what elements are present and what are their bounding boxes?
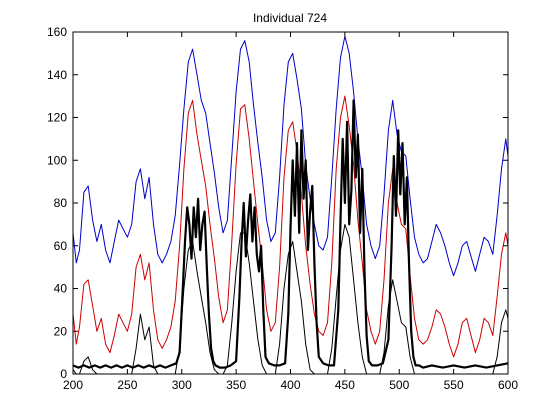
y-tick-label-6: 120 [47,111,67,125]
x-tick-label-0: 200 [63,378,83,392]
x-tick-label-8: 600 [498,378,518,392]
x-tick-label-6: 500 [389,378,409,392]
y-tick-label-1: 20 [54,324,68,338]
series-line-1 [72,35,509,277]
y-tick-label-5: 100 [47,153,67,167]
y-tick-label-2: 40 [54,282,68,296]
x-tick-label-1: 250 [117,378,137,392]
series-line-4 [72,99,509,369]
x-tick-label-5: 450 [335,378,355,392]
y-axis: 0 20 40 60 80 100 120 140 160 [47,25,508,381]
y-tick-label-7: 140 [47,68,67,82]
y-tick-label-3: 60 [54,239,68,253]
y-tick-label-4: 80 [54,196,68,210]
y-tick-label-0: 0 [60,367,67,381]
x-tick-label-3: 350 [226,378,246,392]
x-tick-label-2: 300 [172,378,192,392]
x-tick-label-4: 400 [280,378,300,392]
series-line-2 [72,95,509,358]
x-axis: 200 250 300 350 400 450 500 550 600 [63,32,518,392]
chart-title: Individual 724 [253,11,327,25]
x-tick-label-7: 550 [444,378,464,392]
y-tick-label-8: 160 [47,25,67,39]
